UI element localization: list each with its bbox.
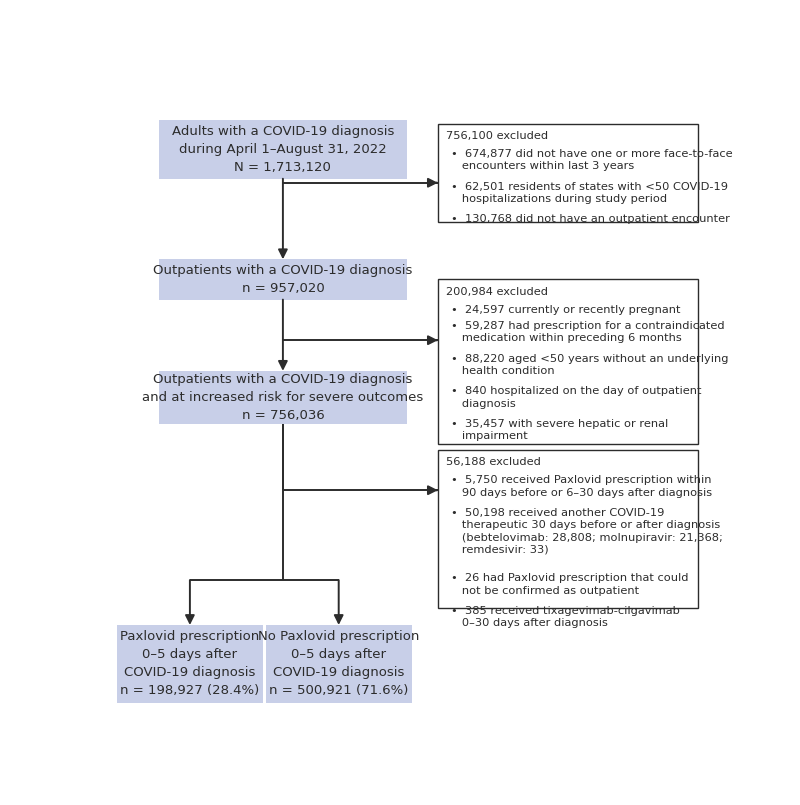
Text: •  50,198 received another COVID-19
   therapeutic 30 days before or after diagn: • 50,198 received another COVID-19 thera… xyxy=(451,508,722,555)
Text: •  674,877 did not have one or more face-to-face
   encounters within last 3 yea: • 674,877 did not have one or more face-… xyxy=(451,149,733,171)
Text: •  88,220 aged <50 years without an underlying
   health condition: • 88,220 aged <50 years without an under… xyxy=(451,353,729,376)
Text: •  59,287 had prescription for a contraindicated
   medication within preceding : • 59,287 had prescription for a contrain… xyxy=(451,321,725,344)
Text: Adults with a COVID-19 diagnosis
during April 1–August 31, 2022
N = 1,713,120: Adults with a COVID-19 diagnosis during … xyxy=(172,125,394,174)
Text: Paxlovid prescription
0–5 days after
COVID-19 diagnosis
n = 198,927 (28.4%): Paxlovid prescription 0–5 days after COV… xyxy=(120,630,259,697)
Text: •  385 received tixagevimab-cilgavimab
   0–30 days after diagnosis: • 385 received tixagevimab-cilgavimab 0–… xyxy=(451,606,680,628)
Text: •  35,457 with severe hepatic or renal
   impairment: • 35,457 with severe hepatic or renal im… xyxy=(451,419,668,441)
FancyBboxPatch shape xyxy=(159,371,407,423)
FancyBboxPatch shape xyxy=(266,625,411,703)
Text: •  130,768 did not have an outpatient encounter: • 130,768 did not have an outpatient enc… xyxy=(451,214,730,225)
FancyBboxPatch shape xyxy=(159,120,407,179)
FancyBboxPatch shape xyxy=(438,124,698,222)
Text: 756,100 excluded: 756,100 excluded xyxy=(446,131,548,142)
Text: •  26 had Paxlovid prescription that could
   not be confirmed as outpatient: • 26 had Paxlovid prescription that coul… xyxy=(451,573,689,596)
FancyBboxPatch shape xyxy=(438,450,698,608)
Text: 200,984 excluded: 200,984 excluded xyxy=(446,287,548,297)
Text: •  62,501 residents of states with <50 COVID-19
   hospitalizations during study: • 62,501 residents of states with <50 CO… xyxy=(451,182,728,204)
Text: 56,188 excluded: 56,188 excluded xyxy=(446,457,541,468)
Text: •  840 hospitalized on the day of outpatient
   diagnosis: • 840 hospitalized on the day of outpati… xyxy=(451,386,702,409)
Text: •  24,597 currently or recently pregnant: • 24,597 currently or recently pregnant xyxy=(451,304,681,315)
Text: •  5,750 received Paxlovid prescription within
   90 days before or 6–30 days af: • 5,750 received Paxlovid prescription w… xyxy=(451,475,712,497)
Text: No Paxlovid prescription
0–5 days after
COVID-19 diagnosis
n = 500,921 (71.6%): No Paxlovid prescription 0–5 days after … xyxy=(258,630,419,697)
Text: Outpatients with a COVID-19 diagnosis
n = 957,020: Outpatients with a COVID-19 diagnosis n … xyxy=(154,264,413,295)
FancyBboxPatch shape xyxy=(159,259,407,299)
FancyBboxPatch shape xyxy=(117,625,262,703)
FancyBboxPatch shape xyxy=(438,279,698,444)
Text: Outpatients with a COVID-19 diagnosis
and at increased risk for severe outcomes
: Outpatients with a COVID-19 diagnosis an… xyxy=(142,373,423,422)
